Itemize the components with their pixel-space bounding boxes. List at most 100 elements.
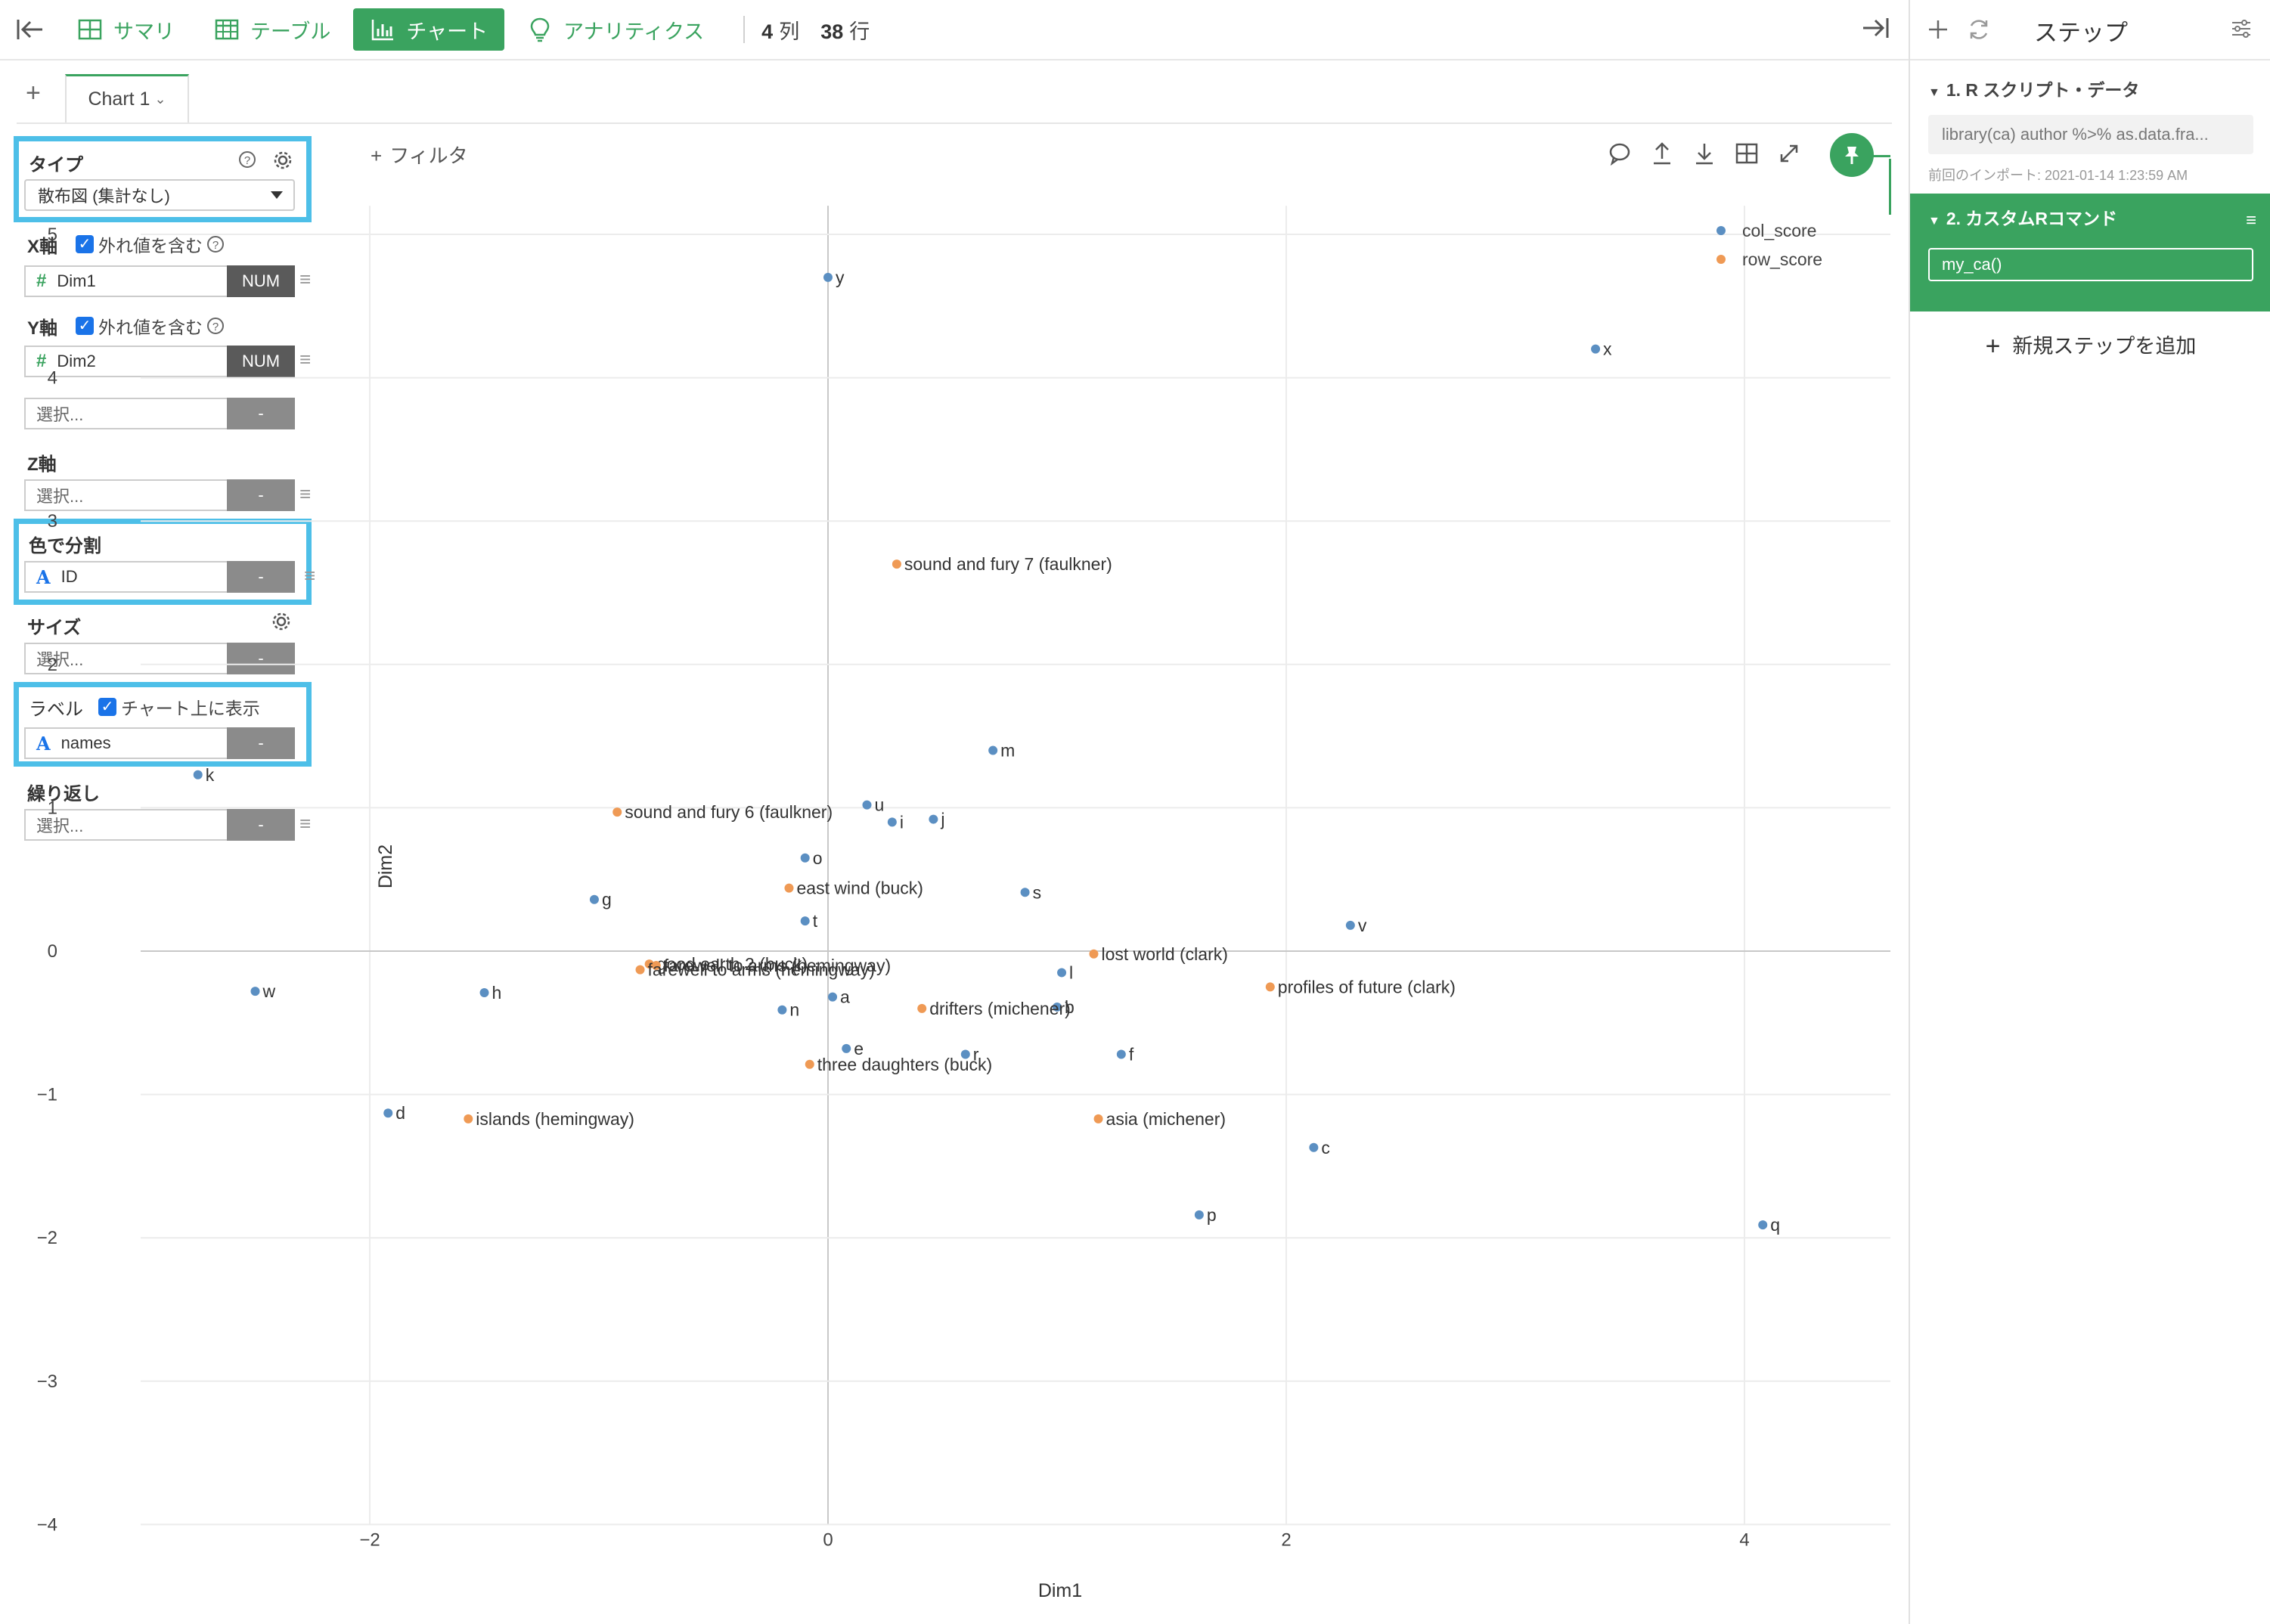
tab-table-label: テーブル bbox=[250, 20, 331, 43]
tab-table[interactable]: テーブル bbox=[197, 8, 347, 51]
y-outlier-checkbox[interactable]: ✓ 外れ値を含む? bbox=[76, 313, 224, 339]
x-tick-label: −2 bbox=[359, 1529, 380, 1550]
show-label-checkbox[interactable]: ✓ チャート上に表示 bbox=[98, 694, 260, 720]
y-axis-title: Dim2 bbox=[375, 845, 396, 888]
z-axis-input[interactable]: 選択... bbox=[24, 479, 227, 511]
add-chart-button[interactable]: + bbox=[26, 79, 41, 107]
point-label: sound and fury 7 (faulkner) bbox=[904, 554, 1112, 574]
expand-icon[interactable] bbox=[1776, 141, 1802, 166]
y-axis-type-badge[interactable]: NUM bbox=[227, 346, 295, 377]
y-axis-field[interactable]: # Dim2 NUM bbox=[24, 346, 295, 377]
x-axis-input[interactable]: # Dim1 bbox=[24, 265, 227, 297]
column-count-unit: 列 bbox=[779, 20, 800, 43]
help-icon[interactable]: ? bbox=[239, 151, 256, 168]
data-point bbox=[1053, 1002, 1062, 1012]
label-badge[interactable]: - bbox=[227, 727, 295, 759]
legend-label: row_score bbox=[1742, 249, 1823, 269]
tab-summary[interactable]: サマリ bbox=[60, 8, 191, 51]
step-1-code[interactable]: library(ca) author %>% as.data.fra... bbox=[1928, 115, 2253, 154]
data-point bbox=[612, 807, 622, 817]
upload-icon[interactable] bbox=[1649, 141, 1675, 166]
steps-header: ステップ bbox=[1910, 0, 2270, 60]
drag-handle-icon[interactable]: ≡ bbox=[299, 812, 312, 835]
data-table-icon[interactable] bbox=[1734, 141, 1760, 166]
add-step-button[interactable]: + 新規ステップを追加 bbox=[1910, 330, 2270, 361]
hamburger-icon[interactable]: ≡ bbox=[2245, 210, 2256, 231]
point-label: f bbox=[1129, 1045, 1134, 1065]
y-extra-input[interactable]: 選択... bbox=[24, 398, 227, 429]
y-extra-field[interactable]: 選択... - bbox=[24, 398, 295, 429]
size-badge[interactable]: - bbox=[227, 643, 295, 674]
point-label: u bbox=[875, 795, 885, 815]
caret-down-icon: ▼ bbox=[1928, 215, 1940, 228]
y-tick-label: −3 bbox=[37, 1371, 57, 1392]
drag-handle-icon[interactable]: ≡ bbox=[299, 482, 312, 505]
data-point bbox=[929, 814, 938, 824]
data-point bbox=[1057, 968, 1067, 978]
x-axis-field[interactable]: # Dim1 NUM bbox=[24, 265, 295, 297]
repeat-input[interactable]: 選択... bbox=[24, 809, 227, 841]
y-tick-label: −1 bbox=[37, 1085, 57, 1105]
legend-swatch bbox=[1716, 255, 1726, 264]
legend-item-row-score[interactable]: row_score bbox=[1716, 245, 1822, 274]
comment-icon[interactable] bbox=[1607, 141, 1633, 166]
repeat-field[interactable]: 選択... - bbox=[24, 809, 295, 841]
tab-chart-1[interactable]: Chart 1 ⌄ bbox=[65, 74, 189, 122]
gear-icon[interactable] bbox=[271, 611, 292, 632]
pin-icon bbox=[1845, 147, 1859, 164]
help-icon[interactable]: ? bbox=[207, 318, 224, 334]
collapse-right-icon[interactable] bbox=[1860, 15, 1890, 45]
data-point bbox=[917, 1003, 927, 1013]
point-label: b bbox=[1065, 997, 1075, 1017]
y-axis-input[interactable]: # Dim2 bbox=[24, 346, 227, 377]
data-point bbox=[1345, 920, 1355, 930]
size-field[interactable]: 選択... - bbox=[24, 643, 295, 674]
drag-handle-icon[interactable]: ≡ bbox=[299, 268, 312, 290]
tab-chart[interactable]: チャート bbox=[353, 8, 505, 51]
size-input[interactable]: 選択... bbox=[24, 643, 227, 674]
point-label: j bbox=[940, 810, 944, 829]
z-axis-badge[interactable]: - bbox=[227, 479, 295, 511]
add-filter-button[interactable]: + フィルタ bbox=[371, 141, 468, 169]
sliders-icon[interactable] bbox=[2229, 17, 2253, 41]
table-icon bbox=[215, 19, 239, 40]
color-input[interactable]: A ID bbox=[24, 561, 227, 593]
help-icon[interactable]: ? bbox=[207, 236, 224, 253]
plus-icon[interactable] bbox=[1925, 17, 1951, 42]
step-1[interactable]: ▼ 1. R スクリプト・データ library(ca) author %>% a… bbox=[1910, 65, 2270, 194]
label-highlight-box bbox=[14, 682, 312, 767]
chart-type-select[interactable]: 散布図 (集計なし) bbox=[24, 179, 295, 211]
gear-icon[interactable] bbox=[272, 150, 293, 171]
collapse-left-icon[interactable] bbox=[0, 0, 60, 59]
y-tick-label: 4 bbox=[48, 368, 57, 389]
row-count-value: 38 bbox=[820, 20, 844, 43]
point-label: h bbox=[492, 983, 502, 1003]
legend-item-col-score[interactable]: col_score bbox=[1716, 216, 1822, 245]
step-2[interactable]: ▼ 2. カスタムRコマンド ≡ my_ca() bbox=[1910, 194, 2270, 311]
tab-analytics[interactable]: アナリティクス bbox=[510, 8, 721, 51]
data-point bbox=[800, 853, 810, 863]
data-point bbox=[193, 770, 203, 779]
download-icon[interactable] bbox=[1692, 141, 1717, 166]
color-field[interactable]: A ID - bbox=[24, 561, 295, 593]
z-axis-field[interactable]: 選択... - bbox=[24, 479, 295, 511]
step-2-command[interactable]: my_ca() bbox=[1928, 248, 2253, 281]
x-outlier-checkbox[interactable]: ✓ 外れ値を含む? bbox=[76, 231, 224, 257]
drag-handle-icon[interactable]: ≡ bbox=[299, 348, 312, 370]
refresh-icon[interactable] bbox=[1966, 17, 1992, 42]
data-point bbox=[1194, 1210, 1204, 1220]
point-label: s bbox=[1033, 882, 1042, 902]
repeat-badge[interactable]: - bbox=[227, 809, 295, 841]
x-axis-type-badge[interactable]: NUM bbox=[227, 265, 295, 297]
point-label: farewell to arms (hemingway) bbox=[648, 960, 875, 980]
point-label: n bbox=[789, 1000, 799, 1020]
drag-handle-icon[interactable]: ≡ bbox=[304, 564, 316, 587]
color-badge[interactable]: - bbox=[227, 561, 295, 593]
tab-chart-1-label: Chart 1 bbox=[88, 88, 150, 110]
size-label: サイズ bbox=[27, 618, 82, 638]
y-extra-badge[interactable]: - bbox=[227, 398, 295, 429]
pin-button[interactable] bbox=[1830, 133, 1874, 177]
